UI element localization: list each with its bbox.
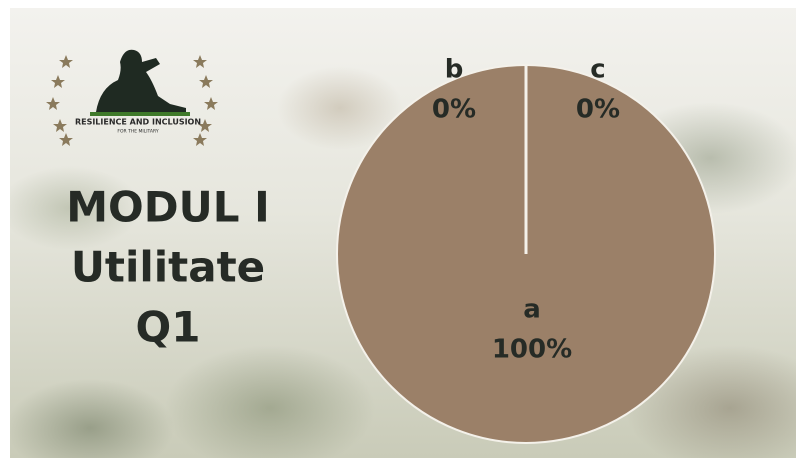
title-line: Q1 xyxy=(136,303,201,352)
logo-text: RESILIENCE AND INCLUSION xyxy=(75,118,201,127)
pie: a 100% b 0% c 0% xyxy=(336,55,716,444)
slice-label: a xyxy=(523,295,541,325)
title-line: MODUL I xyxy=(66,183,269,232)
logo-subtext: FOR THE MILITARY xyxy=(117,129,158,135)
title-line: Utilitate xyxy=(71,243,265,292)
data-label: 0% xyxy=(576,95,620,125)
logo: RESILIENCE AND INCLUSION FOR THE MILITAR… xyxy=(46,49,218,146)
slice-label: c xyxy=(590,55,605,85)
slice-label: b xyxy=(445,55,464,85)
data-label: 0% xyxy=(432,95,476,125)
data-label: 100% xyxy=(492,335,572,365)
